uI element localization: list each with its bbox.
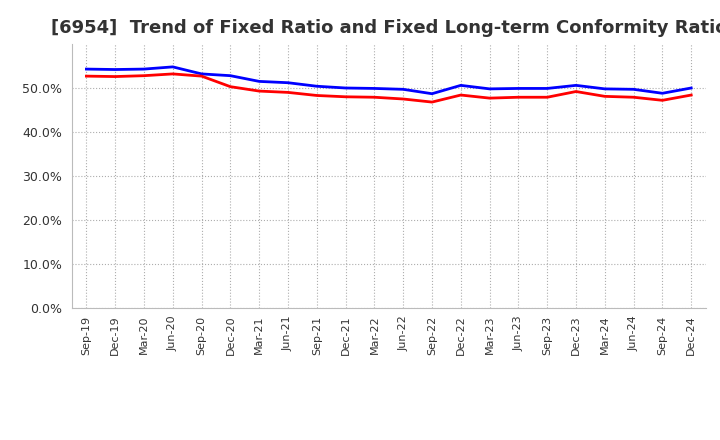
Fixed Long-term Conformity Ratio [399, 96, 408, 102]
Fixed Long-term Conformity Ratio [312, 93, 321, 98]
Fixed Ratio [370, 86, 379, 91]
Fixed Long-term Conformity Ratio [197, 73, 206, 79]
Fixed Ratio [514, 86, 523, 91]
Fixed Long-term Conformity Ratio [82, 73, 91, 79]
Fixed Long-term Conformity Ratio [629, 95, 638, 100]
Fixed Ratio [341, 85, 350, 91]
Fixed Ratio [485, 86, 494, 92]
Line: Fixed Long-term Conformity Ratio: Fixed Long-term Conformity Ratio [86, 74, 691, 102]
Fixed Ratio [111, 67, 120, 72]
Fixed Ratio [140, 66, 148, 72]
Fixed Ratio [197, 71, 206, 77]
Fixed Long-term Conformity Ratio [111, 74, 120, 79]
Fixed Ratio [572, 83, 580, 88]
Fixed Ratio [312, 84, 321, 89]
Line: Fixed Ratio: Fixed Ratio [86, 67, 691, 94]
Fixed Ratio [543, 86, 552, 91]
Fixed Ratio [168, 64, 177, 70]
Fixed Long-term Conformity Ratio [168, 71, 177, 77]
Fixed Ratio [629, 87, 638, 92]
Fixed Ratio [284, 80, 292, 85]
Fixed Long-term Conformity Ratio [284, 90, 292, 95]
Fixed Long-term Conformity Ratio [370, 95, 379, 100]
Fixed Ratio [428, 91, 436, 96]
Fixed Ratio [255, 79, 264, 84]
Fixed Ratio [687, 85, 696, 91]
Fixed Long-term Conformity Ratio [140, 73, 148, 78]
Fixed Long-term Conformity Ratio [514, 95, 523, 100]
Fixed Ratio [226, 73, 235, 78]
Fixed Long-term Conformity Ratio [255, 88, 264, 94]
Fixed Long-term Conformity Ratio [600, 94, 609, 99]
Fixed Ratio [399, 87, 408, 92]
Fixed Long-term Conformity Ratio [485, 95, 494, 101]
Fixed Long-term Conformity Ratio [456, 92, 465, 98]
Fixed Long-term Conformity Ratio [658, 98, 667, 103]
Fixed Long-term Conformity Ratio [428, 99, 436, 105]
Fixed Long-term Conformity Ratio [341, 94, 350, 99]
Fixed Long-term Conformity Ratio [572, 89, 580, 94]
Fixed Long-term Conformity Ratio [543, 95, 552, 100]
Title: [6954]  Trend of Fixed Ratio and Fixed Long-term Conformity Ratio: [6954] Trend of Fixed Ratio and Fixed Lo… [50, 19, 720, 37]
Fixed Ratio [82, 66, 91, 72]
Fixed Ratio [658, 91, 667, 96]
Fixed Long-term Conformity Ratio [687, 92, 696, 98]
Fixed Ratio [600, 86, 609, 92]
Fixed Ratio [456, 83, 465, 88]
Fixed Long-term Conformity Ratio [226, 84, 235, 89]
